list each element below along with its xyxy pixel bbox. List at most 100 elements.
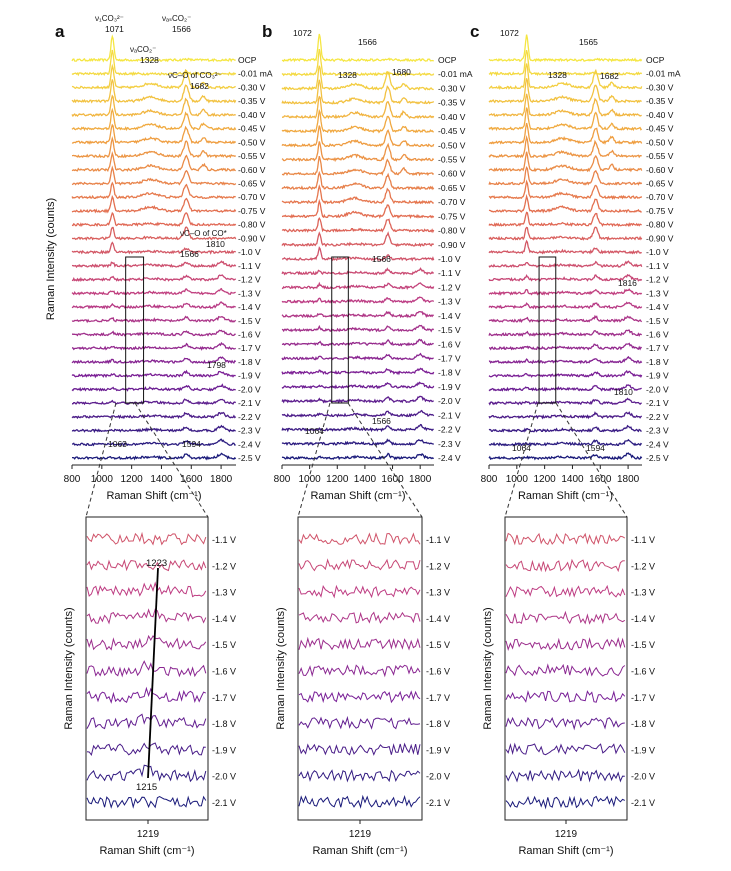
series-label: -0.35 V <box>646 96 674 106</box>
spectrum-line <box>488 452 643 461</box>
spectrum-line <box>488 411 643 420</box>
zoom-window-rect <box>538 256 557 404</box>
series-label: -1.8 V <box>438 368 461 378</box>
series-label: -1.4 V <box>212 614 236 624</box>
zoom-spectrum-line <box>298 611 421 624</box>
series-label: -1.7 V <box>631 693 655 703</box>
x-tick-label: 800 <box>64 474 81 485</box>
series-label: -1.5 V <box>438 325 461 335</box>
x-axis-label: Raman Shift (cm⁻¹) <box>518 845 613 857</box>
spectrum-line <box>281 155 435 177</box>
zoom-spectrum-line <box>505 768 625 783</box>
spectrum-line <box>281 423 434 433</box>
zoom-spectrum-line <box>298 636 421 651</box>
x-tick-label: 1219 <box>349 829 372 840</box>
series-label: -0.80 V <box>238 220 266 230</box>
peak-value-label: 1064 <box>512 443 531 453</box>
series-label: -1.1 V <box>631 535 655 545</box>
x-tick-label: 1600 <box>589 474 612 485</box>
series-label: -0.75 V <box>238 206 266 216</box>
series-label: -1.8 V <box>631 719 655 729</box>
peak-value-label: 1810 <box>206 239 225 249</box>
zoom-spectrum-line <box>505 610 626 625</box>
spectrum-line <box>281 338 434 347</box>
spectrum-line <box>281 395 434 404</box>
zoom-spectrum-line <box>298 715 421 730</box>
peak-value-label: 1072 <box>293 28 312 38</box>
spectrum-line <box>488 438 643 447</box>
series-label: -0.90 V <box>238 233 266 243</box>
y-axis-label: Raman Intensity (counts) <box>275 607 287 729</box>
series-label: -2.2 V <box>438 425 461 435</box>
x-tick-label: 1400 <box>354 474 377 485</box>
series-label: -2.0 V <box>438 396 461 406</box>
x-tick-label: 800 <box>481 474 498 485</box>
series-label: -1.6 V <box>438 339 461 349</box>
zoom-spectrum-line <box>505 689 626 703</box>
series-label: -0.75 V <box>438 211 466 221</box>
spectrum-line <box>488 179 643 200</box>
zoom-window-rect <box>125 256 145 404</box>
series-label: -0.35 V <box>438 98 466 108</box>
zoom-connector-line <box>555 402 628 518</box>
spectrum-line <box>281 452 434 461</box>
zoom-spectrum-line <box>505 558 625 573</box>
zoom-spectrum-line <box>298 558 421 572</box>
spectrum-line <box>488 384 642 392</box>
spectrum-line <box>71 274 237 283</box>
spectrum-line <box>488 78 642 104</box>
series-label: -2.4 V <box>646 439 669 449</box>
peak-value-label: 1682 <box>600 71 619 81</box>
peak-assignment-label: νₐₛCO₂⁻ <box>162 14 191 23</box>
series-label: OCP <box>238 55 257 65</box>
spectrum-line <box>281 381 435 390</box>
x-tick-label: 1800 <box>409 474 432 485</box>
series-label: -1.7 V <box>646 343 669 353</box>
series-label: -1.2 V <box>438 282 461 292</box>
spectrum-line <box>71 49 237 77</box>
peak-value-label: 1566 <box>358 37 377 47</box>
spectrum-line <box>488 151 643 173</box>
spectrum-line <box>281 48 435 77</box>
spectrum-line <box>71 356 237 365</box>
x-tick-label: 1200 <box>326 474 349 485</box>
zoom-spectrum-line <box>86 764 207 783</box>
peak-shift-line <box>147 567 159 779</box>
spectrum-line <box>71 398 237 406</box>
peak-value-label: 1223 <box>146 558 167 569</box>
series-label: -1.4 V <box>238 302 261 312</box>
x-tick-label: 1600 <box>180 474 203 485</box>
x-axis-label: Raman Shift (cm⁻¹) <box>106 490 201 502</box>
spectrum-line <box>71 79 237 104</box>
spectrum-line <box>488 166 643 186</box>
spectrum-line <box>488 193 642 214</box>
spectrum-line <box>71 260 237 269</box>
spectrum-line <box>281 281 435 291</box>
spectrum-line <box>281 409 435 418</box>
peak-value-label: 1064 <box>305 426 324 436</box>
series-label: -1.6 V <box>238 329 261 339</box>
peak-value-label: 1680 <box>392 67 411 77</box>
peak-value-label: 1594 <box>586 443 605 453</box>
zoom-connector-line <box>297 402 331 518</box>
series-label: -0.55 V <box>238 151 266 161</box>
series-label: -1.9 V <box>631 745 655 755</box>
zoom-spectrum-line <box>298 690 421 704</box>
peak-assignment-label: ν₁CO₃²⁻ <box>95 14 124 23</box>
series-label: -2.3 V <box>646 426 669 436</box>
series-label: -1.7 V <box>438 354 461 364</box>
peak-value-label: 1566 <box>180 249 199 259</box>
zoom-frame <box>85 516 209 821</box>
spectrum-line <box>281 352 434 361</box>
series-label: -0.80 V <box>438 226 466 236</box>
spectrum-line <box>282 95 435 120</box>
spectrum-line <box>281 267 435 276</box>
x-tick-label: 1600 <box>381 474 404 485</box>
peak-assignment-label: νC–O of CO* <box>180 229 227 238</box>
spectrum-line <box>281 198 435 219</box>
zoom-spectrum-line <box>86 559 207 572</box>
spectrum-line <box>71 287 236 296</box>
spectrum-line <box>488 93 642 118</box>
zoom-spectrum-line <box>298 664 421 678</box>
series-label: -0.40 V <box>438 112 466 122</box>
